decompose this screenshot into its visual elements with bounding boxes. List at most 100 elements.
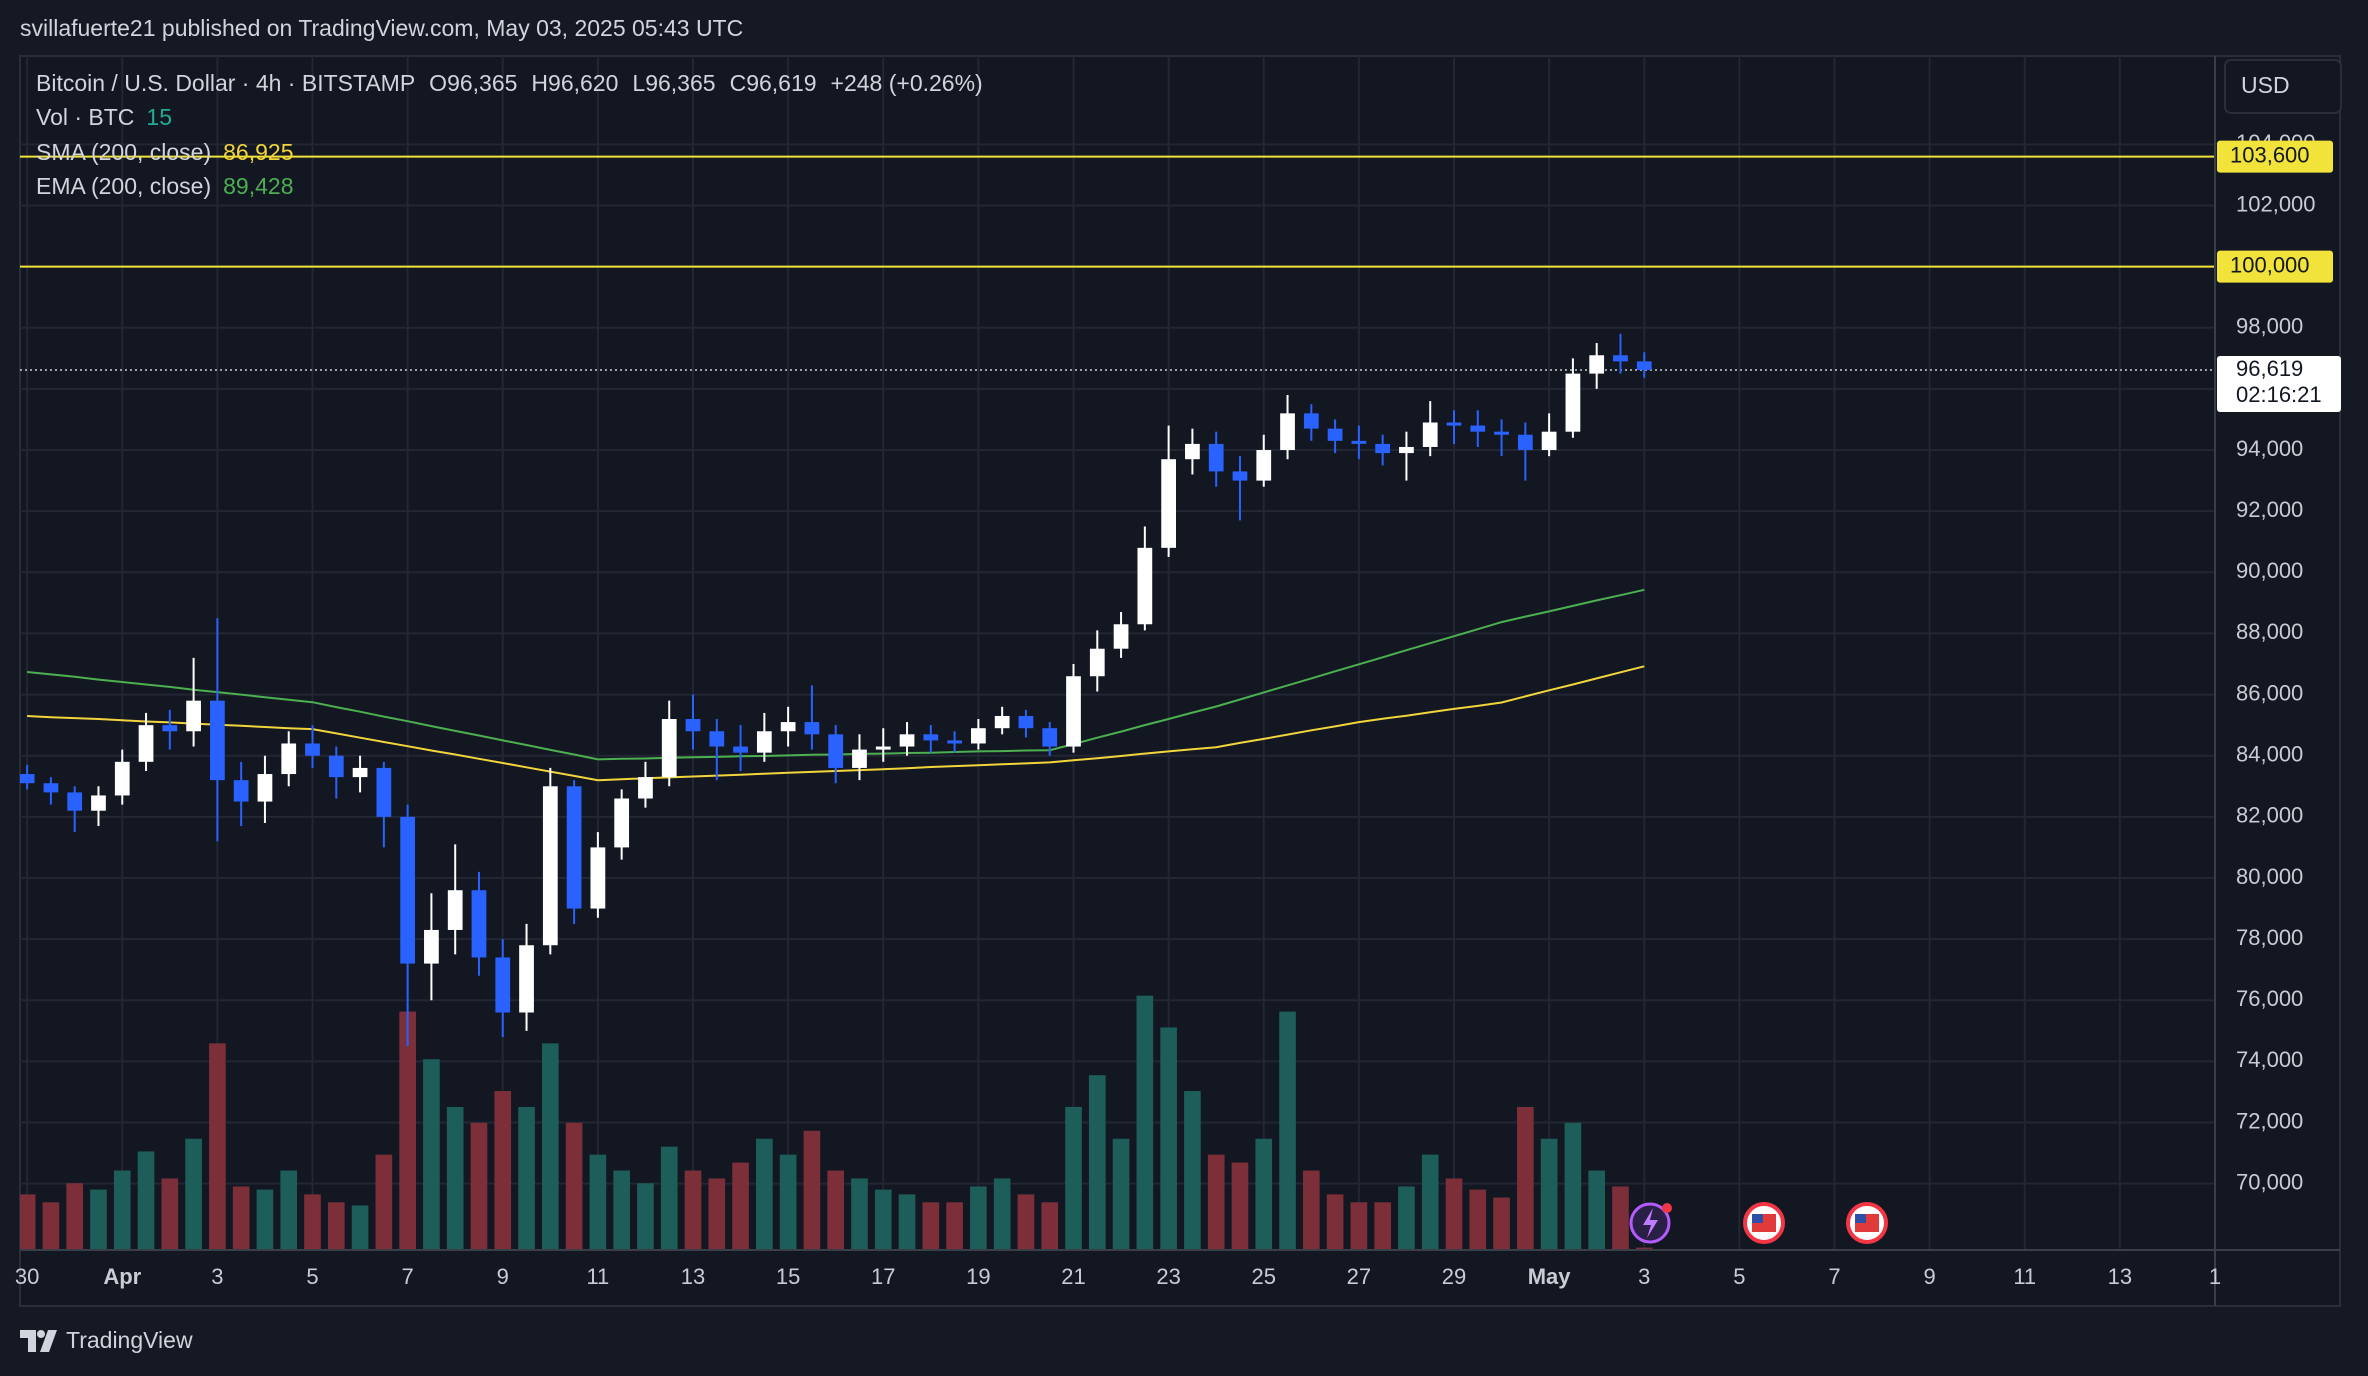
volume-bar (946, 1202, 963, 1250)
volume-legend: Vol · BTC (36, 104, 134, 130)
y-tick-label: 72,000 (2236, 1108, 2303, 1133)
candle-body (1066, 676, 1081, 747)
candle-body (1375, 443, 1391, 454)
candle-body (685, 719, 701, 732)
legend-row: SMA (200, close) 86,925 (36, 139, 294, 165)
candle-body (590, 847, 606, 909)
x-tick-label: 3 (211, 1264, 223, 1289)
legend-key: C (730, 70, 747, 96)
volume-bar (1540, 1138, 1558, 1250)
news-icon-dot (1662, 1203, 1672, 1213)
level-price-box (2217, 250, 2333, 283)
candle-body (1208, 443, 1224, 472)
x-tick-label: 23 (1156, 1264, 1180, 1289)
y-tick-label: 90,000 (2236, 558, 2303, 583)
currency-button[interactable] (2224, 59, 2342, 114)
legend-key: O (429, 70, 447, 96)
flag-canton (1855, 1214, 1866, 1223)
volume-bar (1302, 1170, 1320, 1250)
volume-bar (1065, 1106, 1082, 1250)
volume-bar (1255, 1138, 1273, 1250)
volume-bar (898, 1194, 916, 1250)
x-tick-label: 15 (776, 1264, 800, 1289)
published-line: svillafuerte21 published on TradingView.… (20, 15, 743, 41)
candle-body (923, 734, 939, 741)
volume-bar (565, 1122, 583, 1250)
candle-body (1232, 471, 1248, 481)
volume-bar (1326, 1194, 1344, 1250)
x-tick-label: 17 (871, 1264, 895, 1289)
volume-bar (304, 1194, 321, 1250)
x-tick-label: 25 (1252, 1264, 1276, 1289)
volume-bar (375, 1154, 393, 1250)
volume-bar (1231, 1162, 1249, 1250)
candle-body (1185, 443, 1200, 460)
last-price-box (2217, 355, 2341, 412)
candle-body (67, 792, 83, 811)
volume-bar (423, 1059, 440, 1250)
volume-bar (732, 1162, 749, 1250)
candle-body (1042, 728, 1058, 747)
indicator-value: 86,925 (223, 139, 293, 165)
candle-body (114, 761, 130, 796)
candle-body (804, 722, 820, 735)
volume-bar (1184, 1091, 1201, 1250)
candle-body (1303, 413, 1319, 429)
y-tick-label: 86,000 (2236, 680, 2303, 705)
legend-title: Bitcoin / U.S. Dollar · 4h · BITSTAMP (36, 70, 415, 96)
candle-body (1089, 648, 1105, 677)
x-tick-label: 29 (1442, 1264, 1466, 1289)
footer-brand: TradingView (66, 1327, 193, 1353)
volume-bar (1469, 1189, 1487, 1250)
volume-bar (1445, 1178, 1463, 1250)
level-price-label: 100,000 (2230, 252, 2310, 277)
y-tick-label: 94,000 (2236, 436, 2303, 461)
volume-bar (399, 1011, 416, 1250)
candle-body (542, 786, 558, 946)
volume-bar (1421, 1154, 1439, 1250)
flag-canton (1752, 1214, 1763, 1223)
volume-bar (1279, 1011, 1296, 1250)
x-tick-label: 19 (966, 1264, 990, 1289)
volume-value: 15 (146, 104, 172, 130)
candles (20, 333, 1652, 1047)
volume-bar (66, 1183, 84, 1250)
candle-body (1565, 373, 1581, 432)
volume-bar (137, 1151, 155, 1250)
candle-body (1018, 715, 1034, 729)
volume-bar (708, 1178, 726, 1250)
legend-value: 96,620 (548, 70, 618, 96)
volume-bar (541, 1043, 559, 1250)
candle-body (471, 890, 487, 958)
volume-bar (851, 1178, 868, 1250)
candle-body (1589, 355, 1605, 374)
candle-body (400, 816, 416, 964)
candle-body (495, 957, 511, 1013)
candle-body (1256, 450, 1272, 481)
currency-label[interactable]: USD (2241, 72, 2290, 98)
volume-bar (589, 1154, 607, 1250)
volume-bar (494, 1091, 512, 1250)
candle-body (1636, 361, 1652, 370)
candle-body (614, 798, 630, 848)
volume-bar (1160, 1027, 1177, 1250)
candle-body (447, 890, 463, 930)
candle-body (638, 777, 653, 799)
indicator-value: 89,428 (223, 173, 293, 199)
candle-body (281, 743, 297, 775)
candle-body (424, 929, 439, 964)
indicator-name: SMA (200, close) (36, 139, 211, 165)
candle-body (661, 719, 677, 778)
axes: 70,000 72,000 74,000 76,000 78,000 80,000 82,0… (15, 130, 2341, 1289)
candle-body (566, 786, 582, 909)
candle-body (1137, 547, 1153, 625)
legend-row: EMA (200, close) 89,428 (36, 173, 294, 199)
legend-value: 96,365 (645, 70, 715, 96)
candle-body (91, 795, 106, 811)
volume-bar (1088, 1075, 1106, 1250)
legend: Bitcoin / U.S. Dollar · 4h · BITSTAMP O96… (36, 70, 983, 199)
volume-bar (970, 1186, 987, 1250)
legend-value: 96,365 (447, 70, 517, 96)
legend-key: L (632, 70, 645, 96)
candle-body (1541, 431, 1557, 451)
